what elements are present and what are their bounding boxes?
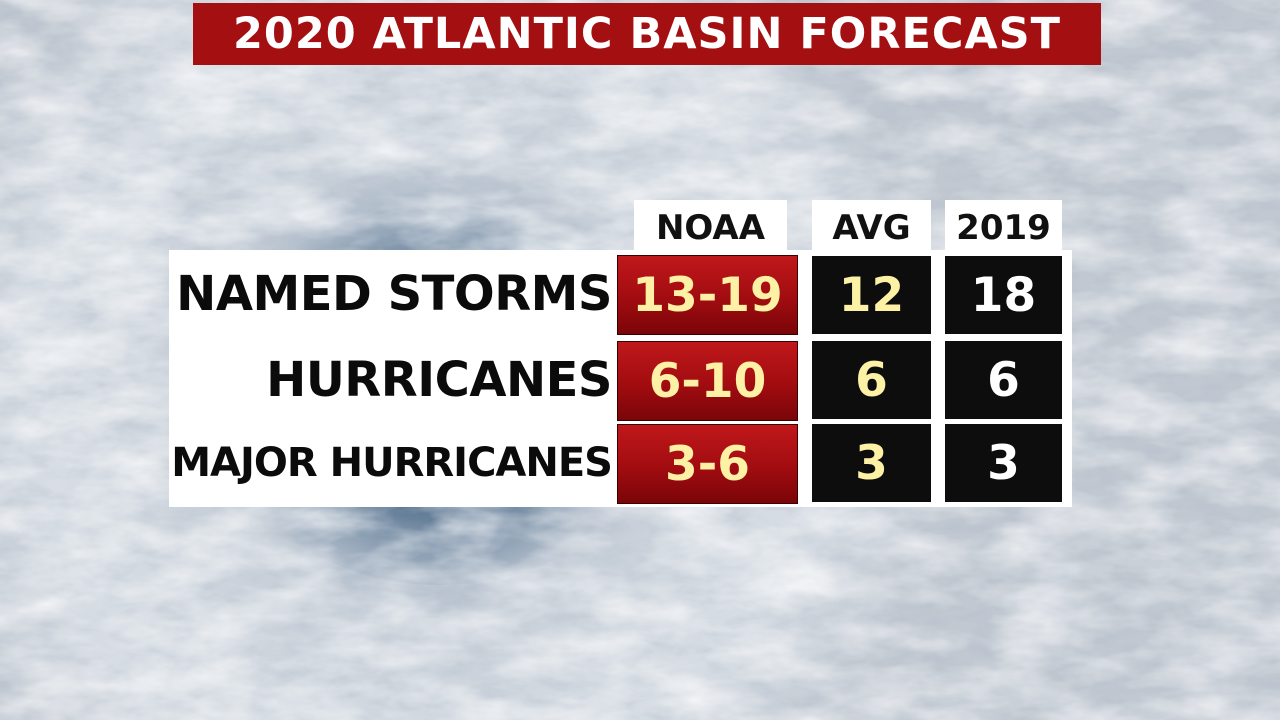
- column-header-noaa: NOAA: [634, 200, 787, 250]
- noaa-named-storms-value: 13-19: [617, 255, 798, 335]
- avg-major-hurricanes-value: 3: [812, 424, 931, 502]
- row-label-named-storms: NAMED STORMS: [176, 266, 612, 322]
- avg-named-storms-value: 12: [812, 256, 931, 334]
- row-label-major-hurricanes: MAJOR HURRICANES: [171, 440, 613, 486]
- 2019-major-hurricanes-value: 3: [945, 424, 1062, 502]
- column-header-avg: AVG: [812, 200, 931, 250]
- row-label-hurricanes: HURRICANES: [266, 352, 612, 408]
- avg-hurricanes-value: 6: [812, 341, 931, 419]
- noaa-major-hurricanes-value: 3-6: [617, 424, 798, 504]
- forecast-title: 2020 ATLANTIC BASIN FORECAST: [193, 3, 1101, 65]
- 2019-named-storms-value: 18: [945, 256, 1062, 334]
- 2019-hurricanes-value: 6: [945, 341, 1062, 419]
- noaa-hurricanes-value: 6-10: [617, 341, 798, 421]
- column-header-2019: 2019: [945, 200, 1062, 250]
